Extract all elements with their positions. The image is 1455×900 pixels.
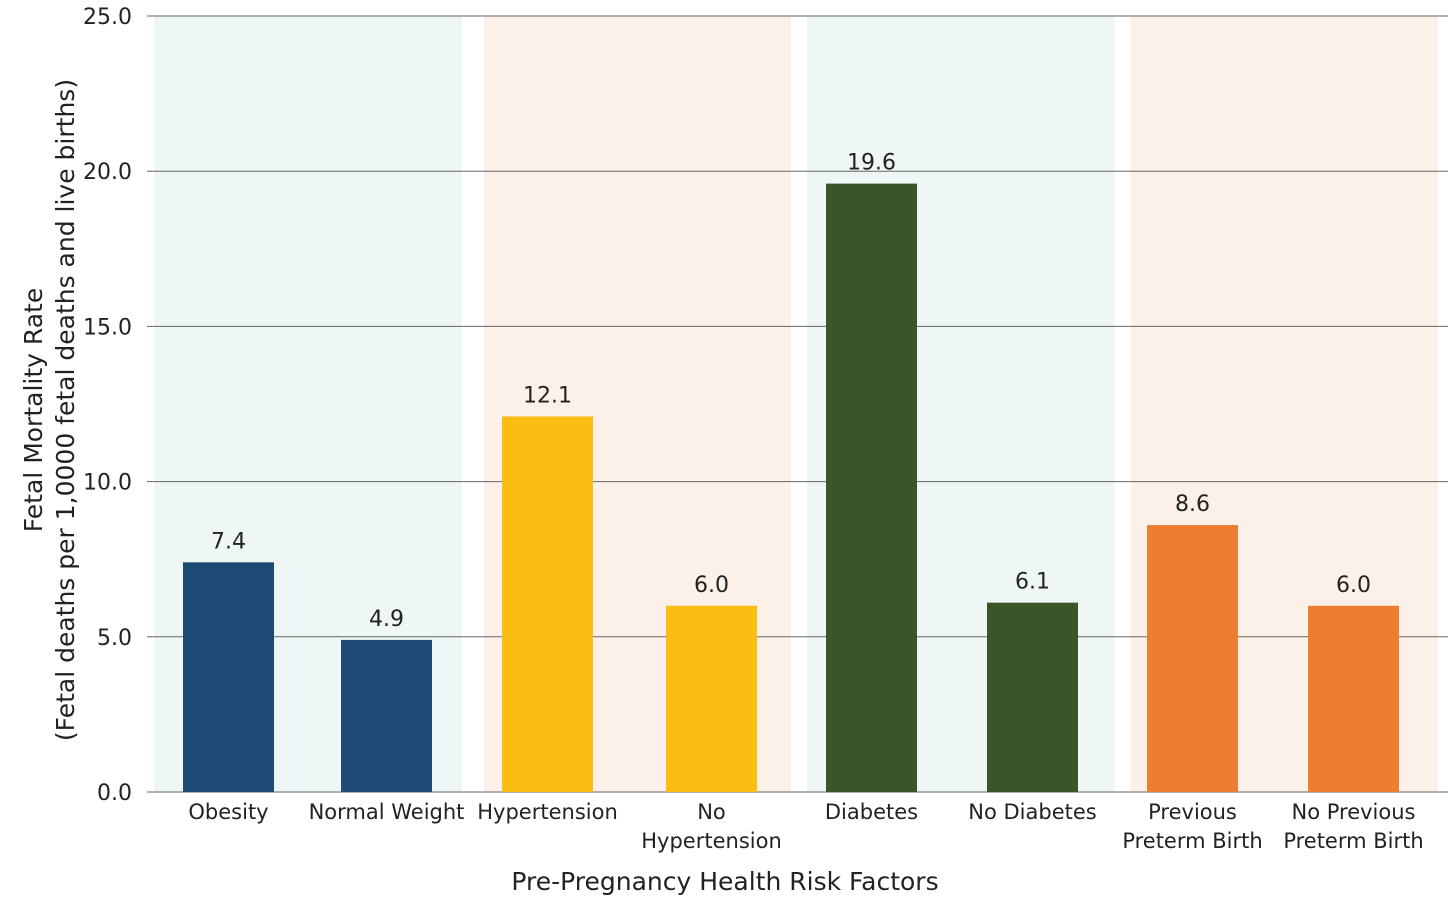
bar-5	[826, 183, 917, 793]
y-tick-label: 10.0	[83, 471, 132, 496]
bar-layer	[183, 183, 1399, 793]
data-label: 19.6	[847, 151, 896, 176]
category-label: No Hypertension	[641, 800, 782, 853]
data-label: 8.6	[1175, 492, 1210, 517]
category-label: No Diabetes	[968, 800, 1096, 824]
data-label: 6.1	[1015, 570, 1050, 595]
y-tick-label: 15.0	[83, 315, 132, 340]
bar-4	[666, 605, 757, 792]
data-label: 7.4	[211, 529, 246, 554]
data-label: 6.0	[1336, 573, 1371, 598]
y-tick-label: 25.0	[83, 5, 132, 30]
data-label: 12.1	[523, 383, 572, 408]
category-label: Normal Weight	[309, 800, 465, 824]
data-label: 4.9	[369, 607, 404, 632]
y-axis-title: Fetal Mortality Rate (Fetal deaths per 1…	[19, 79, 80, 741]
category-label: Previous Preterm Birth	[1122, 800, 1262, 853]
x-axis-title: Pre-Pregnancy Health Risk Factors	[511, 867, 938, 896]
category-label: Obesity	[188, 800, 268, 824]
y-tick-label: 5.0	[97, 626, 132, 651]
bar-8	[1308, 605, 1399, 792]
category-label: Diabetes	[825, 800, 918, 824]
label-layer: 0.0 5.0 10.0 15.0 20.0 25.0 7.4 Obesity 4.9 Norma…	[83, 5, 1424, 853]
y-axis-title-line-1: Fetal Mortality Rate	[19, 288, 48, 532]
bar-7	[1147, 525, 1238, 792]
data-label: 6.0	[694, 573, 729, 598]
bar-1	[183, 562, 274, 792]
bar-3	[502, 416, 593, 792]
bar-2	[341, 639, 432, 792]
category-label: No Previous Preterm Birth	[1283, 800, 1423, 853]
y-axis-title-line-2: (Fetal deaths per 1,0000 fetal deaths an…	[51, 79, 80, 741]
category-label: Hypertension	[477, 800, 618, 824]
bar-6	[987, 602, 1078, 792]
y-tick-label: 20.0	[83, 160, 132, 185]
y-tick-label: 0.0	[97, 781, 132, 806]
